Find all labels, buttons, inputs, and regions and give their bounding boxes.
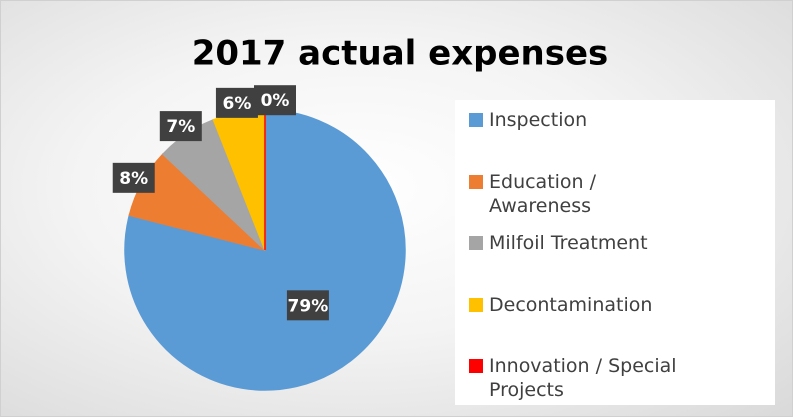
legend-swatch — [469, 236, 483, 250]
data-label-bg — [254, 85, 296, 116]
data-label-bg — [159, 111, 202, 142]
data-label-text: 7% — [166, 117, 195, 137]
legend-swatch — [469, 174, 483, 189]
data-label: 0% — [254, 85, 296, 116]
legend-label: Decontamination — [489, 293, 653, 316]
chart-title: 2017 actual expenses — [192, 34, 609, 74]
data-label-text: 79% — [288, 296, 329, 316]
data-label-text: 6% — [222, 94, 251, 114]
legend-label: Innovation / Special Projects — [489, 355, 677, 401]
data-label-bg — [112, 162, 155, 193]
legend: Inspection Education / Awareness Milfoil T… — [455, 100, 775, 405]
data-label: 7% — [159, 111, 202, 142]
data-label-bg — [215, 87, 258, 118]
data-label: 79% — [286, 290, 329, 321]
legend-label: Inspection — [489, 109, 588, 131]
data-label: 6% — [215, 87, 258, 118]
legend-label: Education / Awareness — [489, 170, 597, 217]
legend-swatch — [469, 359, 483, 373]
data-label-bg — [286, 290, 329, 321]
data-label-text: 0% — [261, 91, 290, 111]
data-label-text: 8% — [119, 169, 148, 189]
legend-label: Milfoil Treatment — [489, 232, 648, 254]
legend-swatch — [469, 113, 483, 127]
legend-swatch — [469, 297, 483, 312]
data-label: 8% — [112, 162, 155, 193]
